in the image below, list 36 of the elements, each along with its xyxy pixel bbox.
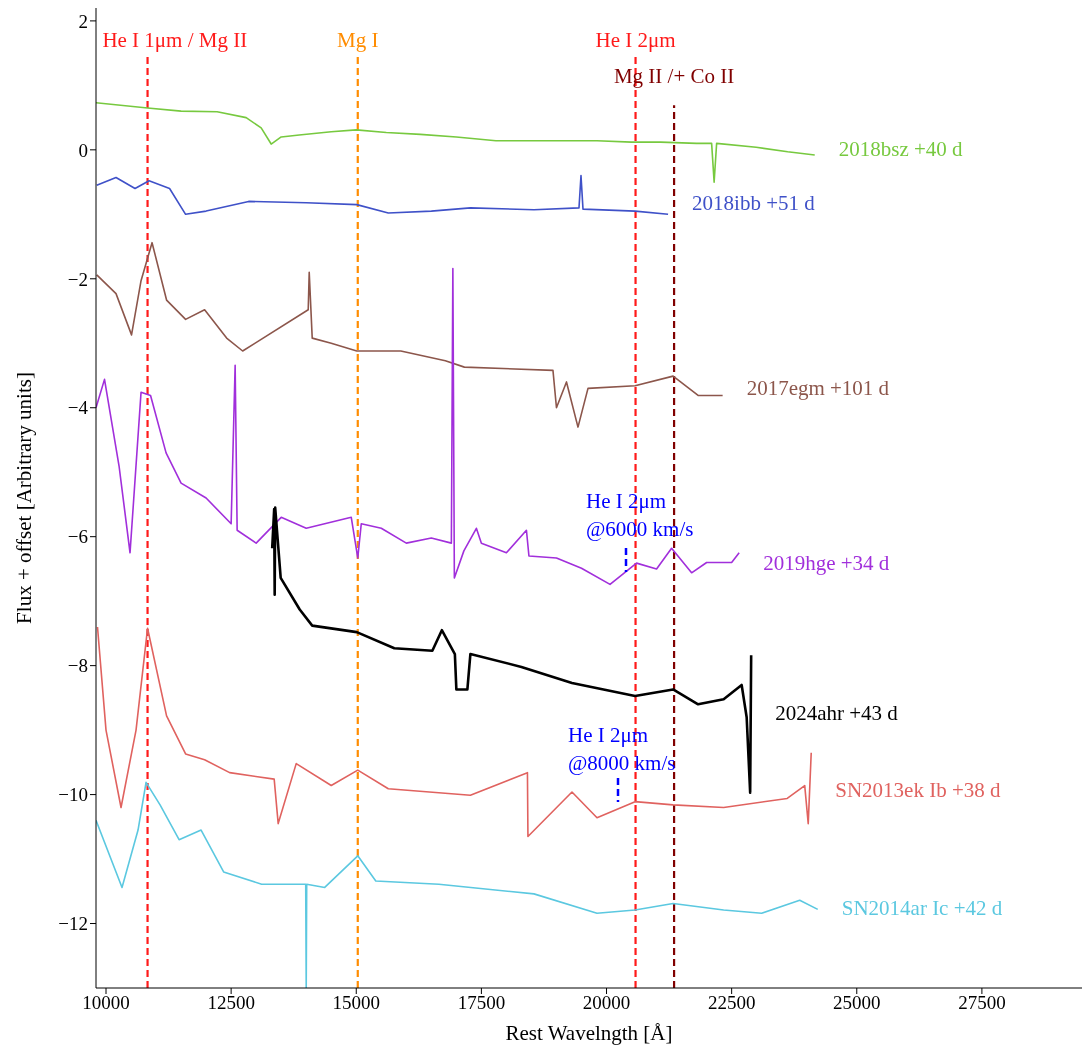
y-tick-label: −10	[58, 784, 88, 806]
x-tick-label: 20000	[582, 992, 631, 1014]
line-series	[96, 241, 724, 428]
series-label: SN2013ek Ib +38 d	[835, 778, 1001, 803]
y-tick-label: 0	[78, 139, 88, 161]
y-tick-label: −6	[67, 526, 88, 548]
y-tick-label: −4	[67, 397, 89, 419]
series-label: 2024ahr +43 d	[775, 700, 899, 725]
line-series	[96, 781, 819, 988]
ref-line-label: Mg I	[337, 28, 379, 53]
series-label: 2018ibb +51 d	[692, 190, 816, 215]
ref-line-label: He I 1μm / Mg II	[102, 28, 248, 53]
x-tick-label: 27500	[958, 992, 1006, 1014]
ref-line-label: Mg II /+ Co II	[613, 64, 735, 89]
line-series	[96, 101, 816, 183]
series-label: SN2014ar Ic +42 d	[841, 896, 1003, 921]
annotation: He I 2μm @8000 km/s	[568, 723, 676, 775]
x-tick-label: 22500	[707, 992, 756, 1014]
series-label: 2017egm +101 d	[746, 376, 890, 401]
y-tick-label: 2	[78, 10, 88, 32]
x-tick-label: 17500	[457, 992, 506, 1014]
annotation: He I 2μm @6000 km/s	[586, 489, 694, 541]
y-axis-title: Flux + offset [Arbitrary units]	[12, 372, 37, 624]
x-tick-label: 10000	[82, 992, 130, 1014]
series-label: 2018bsz +40 d	[838, 137, 964, 162]
x-tick-label: 15000	[332, 992, 381, 1014]
ref-line-label: He I 2μm	[595, 28, 676, 53]
y-tick-label: −2	[67, 268, 88, 290]
line-series	[96, 174, 669, 216]
series-label: 2019hge +34 d	[763, 550, 890, 575]
line-series	[96, 267, 740, 586]
x-axis-title: Rest Wavelngth [Å]	[505, 1021, 673, 1045]
y-tick-label: −8	[67, 655, 88, 677]
y-tick-label: −12	[58, 913, 88, 935]
x-tick-label: 25000	[833, 992, 881, 1014]
x-tick-label: 12500	[207, 992, 255, 1014]
